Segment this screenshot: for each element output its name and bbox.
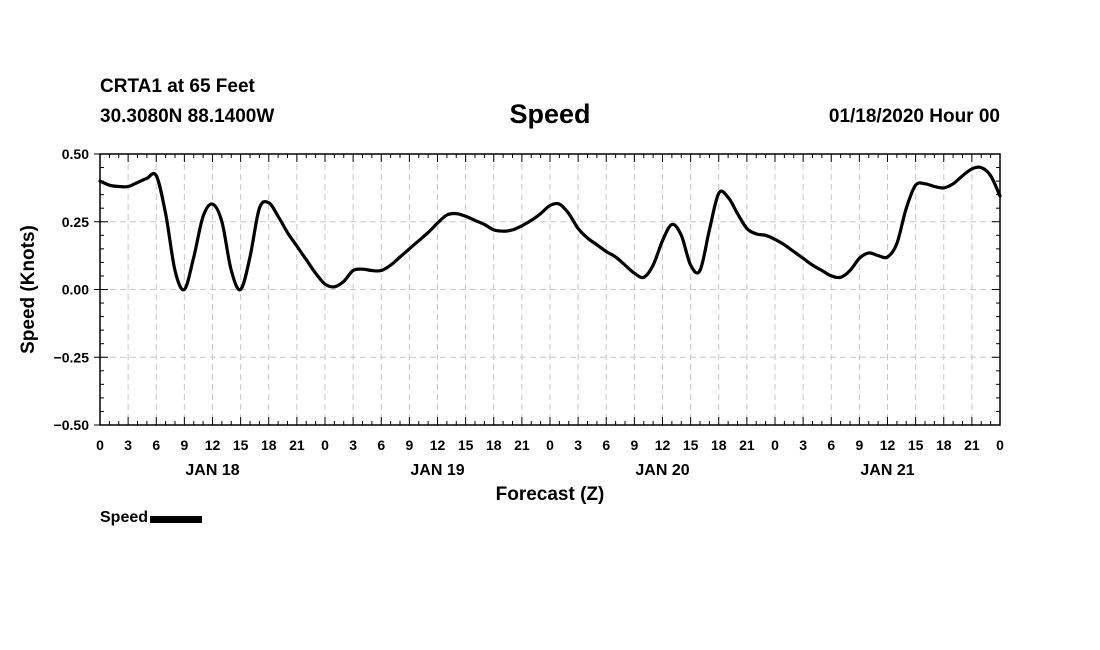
y-tick-label: −0.25 <box>54 349 90 365</box>
x-tick-label: 0 <box>771 437 779 453</box>
x-tick-label: 21 <box>289 437 305 453</box>
y-axis-label: Speed (Knots) <box>18 225 39 354</box>
station-label: CRTA1 at 65 Feet <box>100 76 255 97</box>
legend-swatch <box>150 516 203 523</box>
x-tick-label: 15 <box>233 437 249 453</box>
x-tick-label: 12 <box>430 437 446 453</box>
day-label: JAN 20 <box>635 462 689 479</box>
x-tick-label: 6 <box>827 437 835 453</box>
y-tick-label: −0.50 <box>54 417 90 433</box>
x-tick-label: 21 <box>739 437 755 453</box>
x-tick-label: 3 <box>124 437 132 453</box>
y-tick-label: 0.00 <box>62 282 89 298</box>
x-tick-label: 9 <box>630 437 638 453</box>
x-tick-label: 15 <box>683 437 699 453</box>
x-tick-label: 9 <box>855 437 863 453</box>
day-label: JAN 19 <box>410 462 464 479</box>
x-tick-label: 6 <box>602 437 610 453</box>
x-tick-label: 6 <box>377 437 385 453</box>
x-tick-label: 3 <box>574 437 582 453</box>
x-tick-label: 6 <box>152 437 160 453</box>
station-coordinates: 30.3080N 88.1400W <box>100 106 275 127</box>
day-label: JAN 21 <box>860 462 914 479</box>
x-tick-label: 18 <box>486 437 502 453</box>
x-tick-label: 9 <box>405 437 413 453</box>
forecast-date-hour: 01/18/2020 Hour 00 <box>828 106 1000 127</box>
x-tick-label: 18 <box>936 437 952 453</box>
x-tick-label: 21 <box>514 437 530 453</box>
x-tick-label: 15 <box>458 437 474 453</box>
x-tick-label: 3 <box>349 437 357 453</box>
x-tick-label: 12 <box>655 437 671 453</box>
x-tick-label: 15 <box>908 437 924 453</box>
y-tick-label: 0.50 <box>62 146 89 162</box>
x-tick-label: 3 <box>799 437 807 453</box>
x-tick-label: 18 <box>261 437 277 453</box>
x-tick-label: 9 <box>180 437 188 453</box>
x-tick-label: 12 <box>205 437 221 453</box>
speed-series-line <box>98 165 1002 292</box>
x-axis-label: Forecast (Z) <box>496 484 605 505</box>
chart-title: Speed <box>509 99 591 129</box>
legend-label: Speed <box>100 509 149 526</box>
legend: Speed <box>100 509 203 527</box>
x-tick-label: 0 <box>96 437 104 453</box>
grid-layer <box>100 154 1000 425</box>
x-tick-label: 12 <box>880 437 896 453</box>
label-layer: 0 3 6 9 12 15 18 21 0 3 6 9 12 15 18 21 0 3 6 9 12 15 18 21 0 3 6 9… <box>54 146 1005 479</box>
day-label: JAN 18 <box>185 462 239 479</box>
series-layer <box>98 165 1002 292</box>
x-tick-label: 0 <box>546 437 554 453</box>
tick-layer <box>94 153 1001 426</box>
x-tick-label: 21 <box>964 437 980 453</box>
x-tick-label: 0 <box>321 437 329 453</box>
y-tick-label: 0.25 <box>62 214 89 230</box>
x-tick-label: 18 <box>711 437 727 453</box>
x-tick-label: 0 <box>996 437 1004 453</box>
